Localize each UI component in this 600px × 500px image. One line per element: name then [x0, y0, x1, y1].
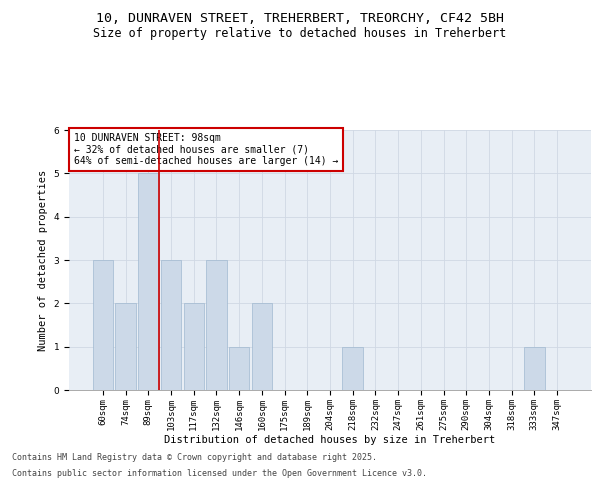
- Bar: [161, 260, 181, 390]
- Text: Contains public sector information licensed under the Open Government Licence v3: Contains public sector information licen…: [12, 468, 427, 477]
- Text: Contains HM Land Registry data © Crown copyright and database right 2025.: Contains HM Land Registry data © Crown c…: [12, 454, 377, 462]
- Bar: [229, 346, 250, 390]
- X-axis label: Distribution of detached houses by size in Treherbert: Distribution of detached houses by size …: [164, 436, 496, 446]
- Text: Size of property relative to detached houses in Treherbert: Size of property relative to detached ho…: [94, 28, 506, 40]
- Bar: [524, 346, 545, 390]
- Text: 10, DUNRAVEN STREET, TREHERBERT, TREORCHY, CF42 5BH: 10, DUNRAVEN STREET, TREHERBERT, TREORCH…: [96, 12, 504, 26]
- Bar: [251, 304, 272, 390]
- Bar: [184, 304, 204, 390]
- Bar: [115, 304, 136, 390]
- Bar: [343, 346, 363, 390]
- Text: 10 DUNRAVEN STREET: 98sqm
← 32% of detached houses are smaller (7)
64% of semi-d: 10 DUNRAVEN STREET: 98sqm ← 32% of detac…: [74, 132, 338, 166]
- Bar: [206, 260, 227, 390]
- Bar: [93, 260, 113, 390]
- Y-axis label: Number of detached properties: Number of detached properties: [38, 170, 48, 350]
- Bar: [138, 174, 158, 390]
